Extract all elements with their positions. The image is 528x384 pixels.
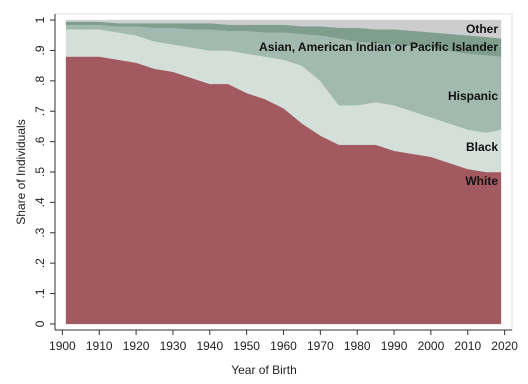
- x-tick-label: 1930: [160, 339, 187, 353]
- series-label: Hispanic: [448, 89, 498, 103]
- x-tick-label: 1980: [344, 339, 371, 353]
- y-tick-label: 0: [33, 320, 47, 327]
- x-tick-label: 1950: [233, 339, 260, 353]
- series-label: Asian, American Indian or Pacific Island…: [259, 40, 498, 54]
- y-axis-title: Share of Individuals: [14, 119, 28, 224]
- y-tick-label: .2: [33, 258, 47, 268]
- x-tick-label: 2010: [454, 339, 481, 353]
- x-tick-label: 1990: [381, 339, 408, 353]
- y-tick-label: .3: [33, 227, 47, 237]
- area: [65, 19, 502, 39]
- x-tick-label: 1940: [196, 339, 223, 353]
- x-tick-label: 1960: [270, 339, 297, 353]
- x-tick-label: 1920: [123, 339, 150, 353]
- y-tick-label: .4: [33, 197, 47, 207]
- series-label: Black: [466, 140, 498, 154]
- y-tick-label: .8: [33, 76, 47, 86]
- y-tick-label: .5: [33, 167, 47, 177]
- y-tick-label: .1: [33, 288, 47, 298]
- x-tick-label: 2000: [418, 339, 445, 353]
- y-tick-label: .7: [33, 106, 47, 116]
- x-tick-label: 1910: [86, 339, 113, 353]
- y-tick-label: 1: [33, 16, 47, 23]
- x-tick-label: 2020: [491, 339, 518, 353]
- x-axis-title: Year of Birth: [231, 363, 297, 377]
- y-tick-label: .6: [33, 136, 47, 146]
- series-label: Other: [466, 22, 498, 36]
- series-label: White: [465, 174, 498, 188]
- x-tick-label: 1970: [307, 339, 334, 353]
- x-tick-label: 1900: [49, 339, 76, 353]
- y-tick-label: .9: [33, 45, 47, 55]
